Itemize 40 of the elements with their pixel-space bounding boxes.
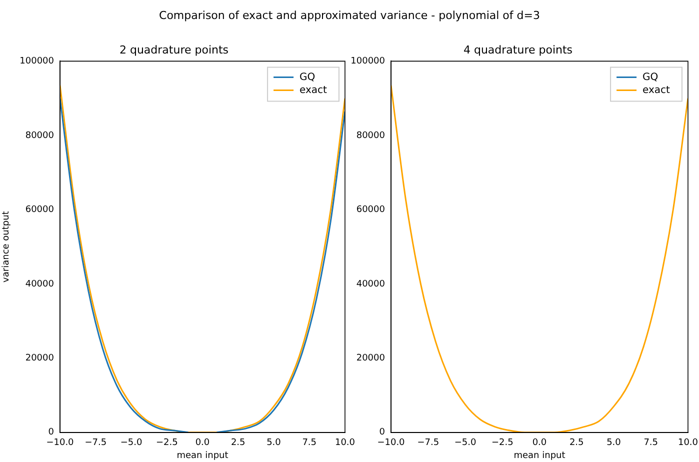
y-tick-label: 80000 (25, 130, 54, 141)
x-tick-label: 5.0 (606, 438, 622, 448)
x-tick-label: 10.0 (678, 438, 698, 448)
x-tick-label: 7.5 (302, 438, 317, 448)
x-tick-label: 7.5 (644, 438, 658, 448)
text: Comparison of exact and approximated variance - polynomial of d=3 (158, 9, 541, 22)
y-tick-label: 60000 (356, 205, 386, 216)
y-tick-label: 20000 (25, 354, 54, 364)
x-axis-title: mean input (514, 450, 566, 461)
x-tick-label: 0.0 (195, 438, 210, 448)
y-tick-label: 80000 (356, 130, 386, 141)
y-tick-label: 20000 (356, 354, 386, 364)
y-tick-label: 100000 (20, 56, 54, 67)
y-tick-label: 0 (48, 428, 54, 438)
x-tick-label: −7.5 (84, 438, 107, 448)
legend-label: exact (642, 84, 670, 96)
y-tick-label: 40000 (25, 279, 54, 290)
x-tick-label: 2.5 (230, 438, 246, 448)
x-tick-label: −2.5 (156, 438, 178, 448)
x-tick-label: −5.0 (120, 438, 142, 448)
legend-label: GQ (642, 72, 658, 83)
x-tick-label: 5.0 (266, 438, 282, 448)
chart-title: 4 quadrature points (463, 43, 573, 56)
y-tick-label: 40000 (356, 279, 386, 290)
y-axis-title: variance output (2, 210, 12, 282)
x-tick-label: 0.0 (532, 438, 547, 448)
x-tick-label: −2.5 (491, 438, 514, 448)
legend-label: GQ (300, 72, 316, 83)
chart-title: 2 quadrature points (119, 43, 229, 56)
y-tick-label: 0 (379, 428, 386, 438)
x-axis-title: mean input (176, 450, 229, 461)
x-tick-label: −10.0 (46, 438, 74, 448)
y-tick-label: 100000 (350, 56, 386, 67)
x-tick-label: −5.0 (454, 438, 476, 448)
x-tick-label: −7.5 (417, 438, 440, 448)
x-tick-label: 2.5 (569, 438, 584, 448)
legend-label: exact (300, 84, 328, 96)
y-tick-label: 60000 (25, 205, 54, 216)
x-tick-label: 10.0 (334, 438, 356, 448)
x-tick-label: −10.0 (377, 438, 406, 448)
